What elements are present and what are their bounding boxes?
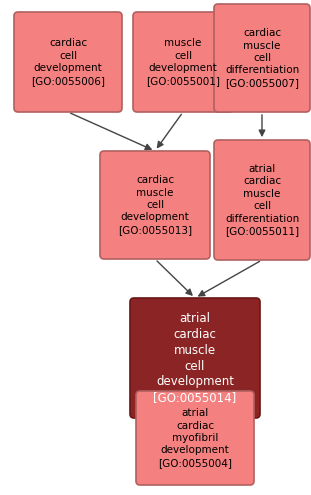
- FancyBboxPatch shape: [130, 298, 260, 418]
- FancyBboxPatch shape: [214, 140, 310, 260]
- FancyBboxPatch shape: [14, 12, 122, 112]
- Text: atrial
cardiac
muscle
cell
development
[GO:0055014]: atrial cardiac muscle cell development […: [153, 311, 237, 404]
- Text: cardiac
muscle
cell
development
[GO:0055013]: cardiac muscle cell development [GO:0055…: [118, 175, 192, 235]
- Text: atrial
cardiac
muscle
cell
differentiation
[GO:0055011]: atrial cardiac muscle cell differentiati…: [225, 164, 299, 236]
- Text: cardiac
muscle
cell
differentiation
[GO:0055007]: cardiac muscle cell differentiation [GO:…: [225, 28, 299, 88]
- Text: atrial
cardiac
myofibril
development
[GO:0055004]: atrial cardiac myofibril development [GO…: [158, 408, 232, 468]
- FancyBboxPatch shape: [214, 4, 310, 112]
- FancyBboxPatch shape: [136, 391, 254, 485]
- FancyBboxPatch shape: [133, 12, 233, 112]
- Text: muscle
cell
development
[GO:0055001]: muscle cell development [GO:0055001]: [146, 39, 220, 86]
- FancyBboxPatch shape: [100, 151, 210, 259]
- Text: cardiac
cell
development
[GO:0055006]: cardiac cell development [GO:0055006]: [31, 39, 105, 86]
